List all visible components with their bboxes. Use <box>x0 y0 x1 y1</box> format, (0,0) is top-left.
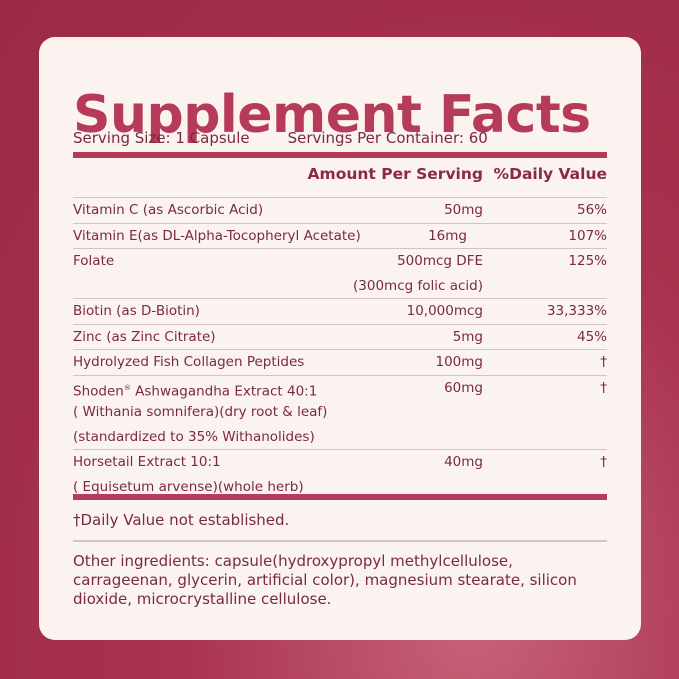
nutrient-name: Folate <box>73 253 115 269</box>
table-row: Horsetail Extract 10:1 40mg † ( Equisetum a… <box>73 450 607 499</box>
table-row: Hydrolyzed Fish Collagen Peptides 100mg † <box>73 350 607 376</box>
title: Supplement Facts <box>73 85 591 145</box>
nutrient-name: Horsetail Extract 10:1 <box>73 454 221 470</box>
daily-value: 33,333% <box>546 303 607 319</box>
amount: 60mg <box>444 379 483 396</box>
daily-value: † <box>600 379 607 396</box>
thick-divider <box>73 494 607 500</box>
amount: 500mcg DFE <box>397 253 483 269</box>
daily-value: 56% <box>576 202 607 218</box>
table-row: Folate 500mcg DFE 125% (300mcg folic acid) <box>73 249 607 299</box>
amount-header: Amount Per Serving <box>307 165 483 183</box>
daily-value: 45% <box>576 328 607 345</box>
amount: 40mg <box>444 454 483 470</box>
table-row: Vitamin E(as DL-Alpha-Tocopheryl Acetate… <box>73 224 607 249</box>
registered-mark: ® <box>123 383 131 392</box>
nutrient-name: Vitamin C (as Ascorbic Acid) <box>73 202 264 218</box>
supplement-facts-card: Supplement Facts Serving Size: 1 Capsule… <box>39 37 641 640</box>
amount: 10,000mcg <box>406 303 483 319</box>
nutrient-name: Shoden <box>73 383 124 399</box>
amount: 50mg <box>444 202 483 218</box>
nutrient-name: Zinc (as Zinc Citrate) <box>73 328 216 345</box>
nutrient-name-suffix: Ashwagandha Extract 40:1 <box>130 383 318 399</box>
other-ingredients: Other ingredients: capsule(hydroxypropyl… <box>73 552 577 608</box>
column-headers: Amount Per Serving %Daily Value <box>73 165 607 191</box>
nutrient-detail: ( Withania somnifera)(dry root & leaf) <box>73 404 328 420</box>
daily-value: † <box>600 454 607 470</box>
table-row: Zinc (as Zinc Citrate) 5mg 45% <box>73 325 607 350</box>
daily-value: † <box>600 354 607 370</box>
amount-detail: (300mcg folic acid) <box>353 277 483 294</box>
amount: 16mg <box>428 227 467 244</box>
serving-size: Serving Size: 1 Capsule <box>73 129 250 147</box>
daily-value-header: %Daily Value <box>493 165 607 183</box>
serving-info: Serving Size: 1 Capsule Servings Per Cont… <box>73 129 488 147</box>
nutrient-table: Vitamin C (as Ascorbic Acid) 50mg 56% Vita… <box>73 197 607 499</box>
divider <box>73 540 607 542</box>
nutrient-detail: (standardized to 35% Withanolides) <box>73 428 315 445</box>
nutrient-name: Biotin (as D-Biotin) <box>73 303 200 319</box>
table-row: Biotin (as D-Biotin) 10,000mcg 33,333% <box>73 299 607 325</box>
table-row: Shoden® Ashwagandha Extract 40:1 60mg † ( W… <box>73 376 607 450</box>
amount: 100mg <box>435 354 484 370</box>
daily-value: 107% <box>568 227 607 244</box>
daily-value: 125% <box>568 253 607 269</box>
footnote: †Daily Value not established. <box>73 511 290 529</box>
servings-per-container: Servings Per Container: 60 <box>287 129 488 147</box>
nutrient-name: Vitamin E(as DL-Alpha-Tocopheryl Acetate… <box>73 227 361 244</box>
thick-divider <box>73 152 607 158</box>
nutrient-name: Hydrolyzed Fish Collagen Peptides <box>73 354 305 370</box>
nutrient-detail: ( Equisetum arvense)(whole herb) <box>73 478 304 495</box>
amount: 5mg <box>452 328 483 345</box>
table-row: Vitamin C (as Ascorbic Acid) 50mg 56% <box>73 198 607 224</box>
